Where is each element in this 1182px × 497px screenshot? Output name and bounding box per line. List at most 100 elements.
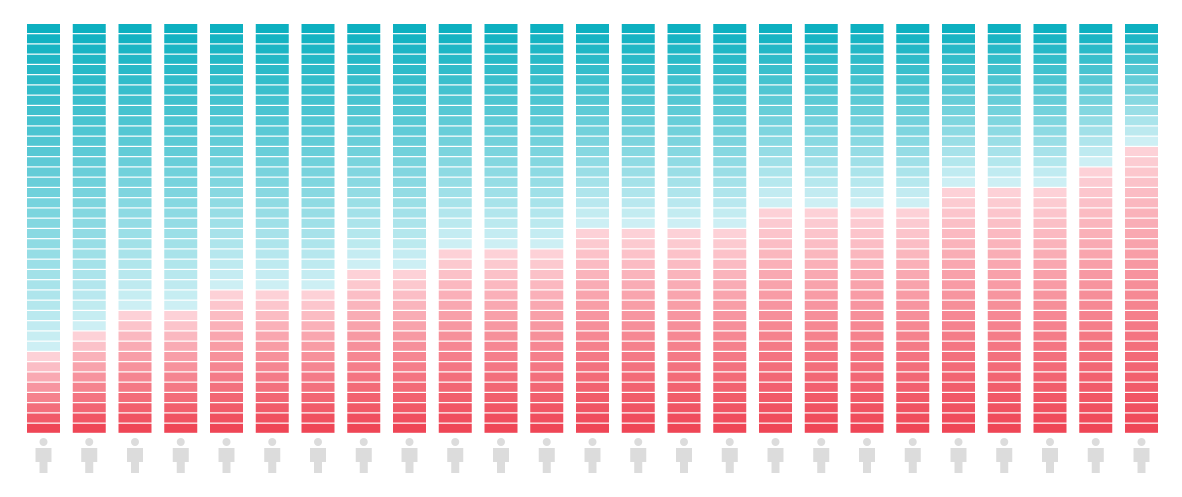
bar-segment-top-series xyxy=(164,270,198,280)
bar-segment-bottom-series xyxy=(667,341,701,351)
bar-segment-top-series xyxy=(713,177,747,187)
bar-segment-bottom-series xyxy=(759,423,792,433)
bar-segment-top-series xyxy=(301,116,335,126)
bar-segment-bottom-series xyxy=(1033,382,1067,392)
bar-segment-top-series xyxy=(530,75,564,85)
bar-segment-bottom-series xyxy=(942,208,975,218)
bar-segment-top-series xyxy=(255,198,289,208)
bar-segment-bottom-series xyxy=(667,239,701,249)
bar-segment-top-series xyxy=(347,24,381,34)
person-icon xyxy=(904,438,921,473)
bar-segment-top-series xyxy=(667,218,701,228)
bar-segment-bottom-series xyxy=(72,362,106,372)
bar-segment-top-series xyxy=(72,167,106,177)
bar-segment-top-series xyxy=(987,157,1021,167)
bar-segment-bottom-series xyxy=(621,331,655,341)
bar-segment-bottom-series xyxy=(347,393,381,403)
bar-segment-top-series xyxy=(438,177,472,187)
bar-segment-bottom-series xyxy=(850,249,884,259)
bar-segment-bottom-series xyxy=(804,290,838,300)
bar-segment-top-series xyxy=(576,167,609,177)
bar-segment-top-series xyxy=(667,34,701,44)
bar-segment-bottom-series xyxy=(896,259,930,269)
bar-segment-top-series xyxy=(621,44,655,54)
bar-segment-top-series xyxy=(1079,136,1113,146)
bar-segment-bottom-series xyxy=(1079,362,1113,372)
bar-segment-top-series xyxy=(1125,24,1158,34)
bar-segment-top-series xyxy=(850,177,884,187)
bar-segment-bottom-series xyxy=(1033,352,1067,362)
bar-segment-bottom-series xyxy=(667,280,701,290)
bar-segment-top-series xyxy=(896,188,930,198)
bar-segment-top-series xyxy=(1033,126,1067,136)
bar-segment-top-series xyxy=(72,157,106,167)
bar-segment-bottom-series xyxy=(850,218,884,228)
bar-segment-top-series xyxy=(438,85,472,95)
bar-segment-top-series xyxy=(27,157,60,167)
column-18 xyxy=(804,24,838,433)
bar-segment-top-series xyxy=(667,116,701,126)
bar-segment-top-series xyxy=(1079,85,1113,95)
bar-segment-bottom-series xyxy=(118,352,152,362)
bar-segment-bottom-series xyxy=(301,352,335,362)
bar-segment-bottom-series xyxy=(393,372,426,382)
bar-segment-top-series xyxy=(621,167,655,177)
bar-segment-top-series xyxy=(27,218,60,228)
bar-segment-bottom-series xyxy=(210,372,243,382)
bar-segment-bottom-series xyxy=(72,341,106,351)
bar-segment-bottom-series xyxy=(942,393,975,403)
bar-segment-bottom-series xyxy=(942,331,975,341)
bar-segment-top-series xyxy=(896,136,930,146)
bar-segment-top-series xyxy=(27,208,60,218)
bar-segment-top-series xyxy=(438,167,472,177)
bar-segment-bottom-series xyxy=(667,393,701,403)
person-icon xyxy=(1042,438,1058,473)
bar-segment-top-series xyxy=(255,167,289,177)
bar-segment-bottom-series xyxy=(759,311,792,321)
bar-segment-top-series xyxy=(301,280,335,290)
bar-segment-bottom-series xyxy=(987,259,1021,269)
bar-segment-top-series xyxy=(27,126,60,136)
bar-segment-top-series xyxy=(255,44,289,54)
bar-segment-bottom-series xyxy=(713,372,747,382)
bar-segment-top-series xyxy=(438,75,472,85)
bar-segment-top-series xyxy=(347,147,381,157)
bar-segment-bottom-series xyxy=(347,290,381,300)
bar-segment-bottom-series xyxy=(850,290,884,300)
column-22 xyxy=(987,24,1021,433)
bar-segment-top-series xyxy=(347,126,381,136)
bar-segment-bottom-series xyxy=(713,362,747,372)
bar-segment-bottom-series xyxy=(942,188,975,198)
bar-segment-top-series xyxy=(621,75,655,85)
bar-segment-top-series xyxy=(1033,136,1067,146)
bar-segment-top-series xyxy=(164,24,198,34)
bar-segment-bottom-series xyxy=(713,413,747,423)
bar-segment-bottom-series xyxy=(713,321,747,331)
column-5 xyxy=(210,24,243,433)
bar-segment-bottom-series xyxy=(621,270,655,280)
bar-segment-bottom-series xyxy=(118,413,152,423)
bar-segment-bottom-series xyxy=(484,362,518,372)
bar-segment-top-series xyxy=(393,198,426,208)
bar-segment-bottom-series xyxy=(576,239,609,249)
bar-segment-top-series xyxy=(942,95,975,105)
bar-segment-top-series xyxy=(118,177,152,187)
bar-segment-top-series xyxy=(713,65,747,75)
bar-segment-top-series xyxy=(896,147,930,157)
bar-segment-bottom-series xyxy=(759,362,792,372)
bar-segment-bottom-series xyxy=(804,403,838,413)
bar-segment-top-series xyxy=(1033,44,1067,54)
bar-segment-bottom-series xyxy=(438,352,472,362)
bar-segment-top-series xyxy=(27,147,60,157)
bar-segment-bottom-series xyxy=(347,372,381,382)
bar-segment-bottom-series xyxy=(759,393,792,403)
bar-segment-bottom-series xyxy=(667,259,701,269)
bar-segment-top-series xyxy=(987,34,1021,44)
bar-segment-top-series xyxy=(255,65,289,75)
person-icon xyxy=(172,438,189,473)
bar-segment-top-series xyxy=(118,290,152,300)
bar-segment-top-series xyxy=(759,167,792,177)
bar-segment-bottom-series xyxy=(164,311,198,321)
bar-segment-top-series xyxy=(255,229,289,239)
bar-segment-bottom-series xyxy=(393,382,426,392)
